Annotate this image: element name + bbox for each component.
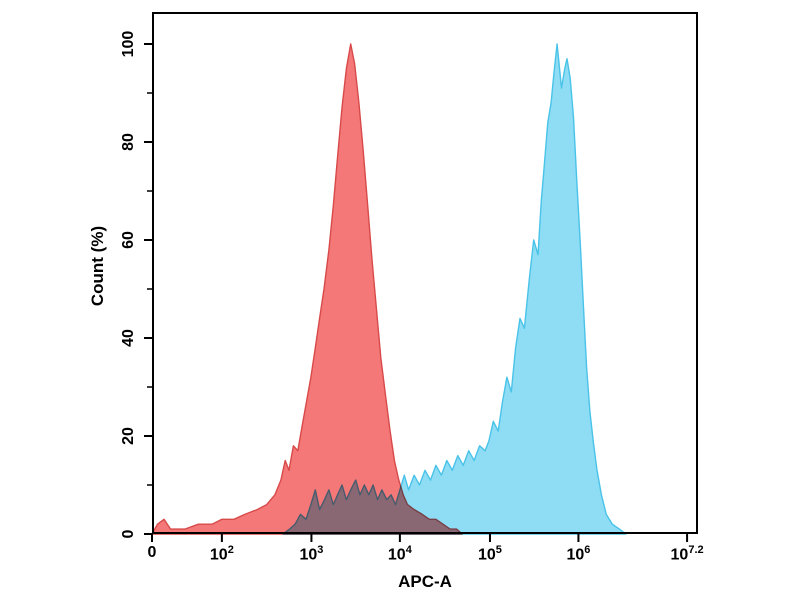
x-tick-label: 102: [209, 544, 234, 564]
x-axis-title: APC-A: [398, 572, 452, 591]
y-axis-title: Count (%): [88, 225, 107, 307]
plot-frame: [152, 12, 698, 534]
cyan-population-curve: [282, 43, 627, 535]
y-tick-label: 40: [120, 329, 137, 347]
x-tick-label: 104: [387, 544, 412, 564]
x-tick-label: 105: [478, 544, 502, 564]
y-tick-label: 0: [120, 529, 137, 539]
x-tick-label: 106: [566, 544, 591, 564]
x-tick-label: 0: [147, 544, 157, 561]
x-tick-label: 107.2: [670, 544, 704, 564]
x-tick-label: 103: [299, 544, 324, 564]
y-tick-label: 100: [120, 30, 137, 58]
y-tick-label: 60: [120, 231, 137, 249]
y-tick-label: 80: [120, 133, 137, 151]
y-tick-label: 20: [120, 427, 137, 445]
